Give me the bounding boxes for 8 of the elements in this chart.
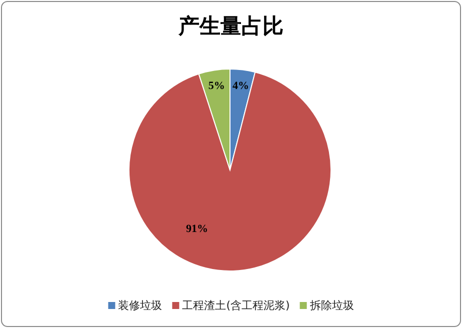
data-label: 91%: [186, 222, 208, 235]
pie-slice: [128, 72, 332, 272]
data-label: 5%: [208, 80, 225, 92]
legend-label: 工程渣土(含工程泥浆): [182, 299, 290, 312]
legend-label: 装修垃圾: [118, 299, 162, 312]
data-label: 4%: [232, 80, 250, 92]
legend-label: 拆除垃圾: [308, 299, 354, 312]
chart-title: 产生量占比: [178, 14, 284, 38]
